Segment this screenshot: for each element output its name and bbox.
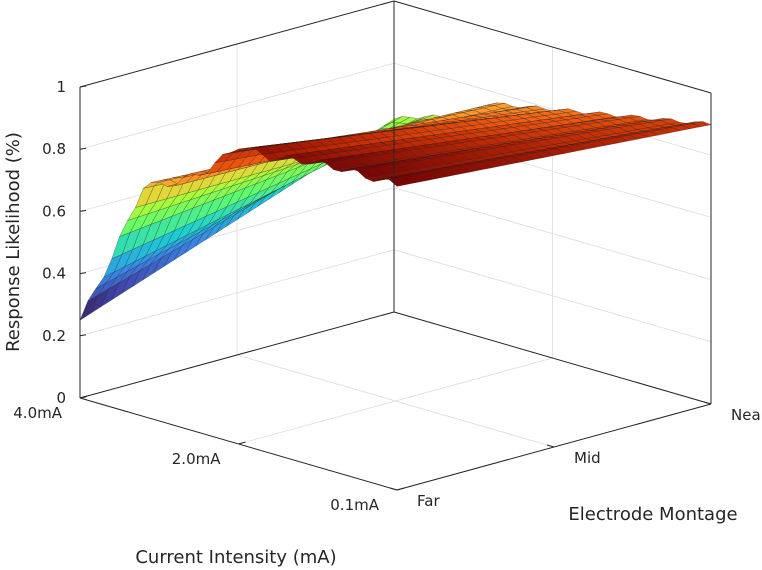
response-surface [79,102,712,321]
z-tick-mark [79,147,87,150]
z-tick-label: 0.6 [42,202,66,220]
z-tick-mark [79,334,87,337]
x-axis-label: Current Intensity (mA) [135,547,336,568]
y-tick-label: Mid [574,449,601,467]
x-tick-mark [396,487,405,491]
x-tick-mark [79,395,88,399]
y-tick-mark [546,444,555,448]
y-tick-label: Near [731,406,762,424]
box-edge [393,0,712,94]
x-tick-mark [238,441,246,445]
y-tick-mark [703,401,712,405]
z-tick-mark [79,85,87,88]
z-tick-label: 0.4 [42,265,66,283]
z-axis-label: Response Likelihood (%) [3,132,24,352]
x-tick-label: 0.1mA [330,496,379,514]
tick-labels: 0 0.2 0.4 0.6 0.8 1 4.0mA 2.0mA 0.1mA Far Mid Near [13,78,762,514]
box-edge [79,0,395,88]
z-tick-label: 0 [56,389,66,407]
box-edge [79,311,395,399]
z-tick-label: 0.2 [42,327,66,345]
z-tick-label: 0.8 [42,140,66,158]
z-tick-label: 1 [56,78,66,96]
box-edge [393,311,712,405]
x-tick-label: 2.0mA [172,450,221,468]
axes-frame [79,0,712,491]
y-tick-mark [389,487,398,491]
z-tick-mark [79,272,87,275]
y-tick-label: Far [417,492,440,510]
grid-line [238,357,553,445]
x-tick-label: 4.0mA [13,404,62,422]
y-axis-label: Electrode Montage [568,504,737,525]
z-tick-mark [79,209,87,212]
